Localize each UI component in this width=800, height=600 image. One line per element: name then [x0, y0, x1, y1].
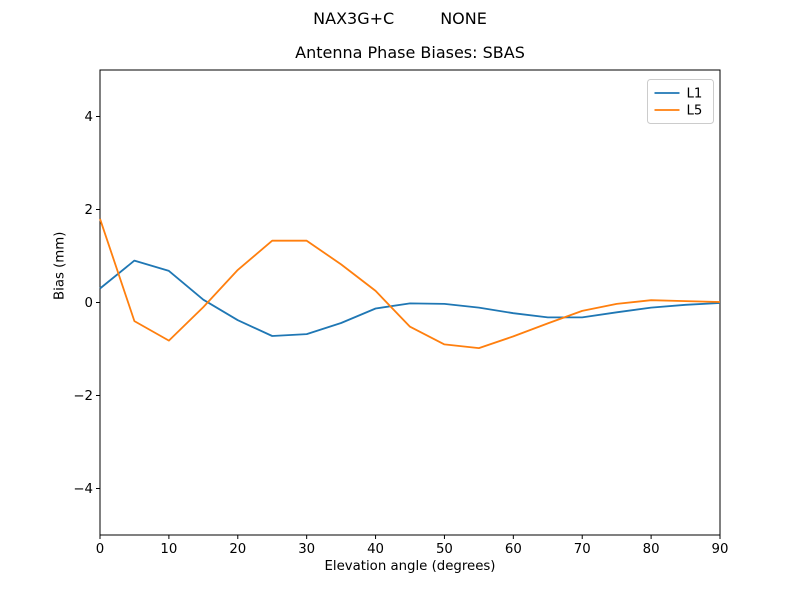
- x-tick-label: 0: [96, 542, 104, 557]
- x-tick-label: 70: [574, 542, 591, 557]
- x-tick-label: 80: [643, 542, 660, 557]
- suptitle-mode: NONE: [440, 9, 487, 28]
- x-tick-label: 40: [367, 542, 384, 557]
- x-tick-label: 20: [229, 542, 246, 557]
- chart-title: Antenna Phase Biases: SBAS: [295, 43, 525, 62]
- suptitle-model: NAX3G+C: [313, 9, 395, 28]
- x-tick-label: 50: [436, 542, 453, 557]
- series-line-l1: [99, 259, 721, 337]
- legend-label-l1: L1: [687, 87, 703, 102]
- y-tick-label: 0: [85, 296, 93, 311]
- series-line-l5: [99, 218, 721, 350]
- x-axis-label: Elevation angle (degrees): [324, 559, 496, 574]
- figure-suptitle: NAX3G+C NONE: [0, 9, 800, 28]
- y-tick-label: −4: [73, 482, 93, 497]
- x-tick-label: 30: [298, 542, 315, 557]
- y-tick-label: 2: [85, 203, 93, 218]
- legend-label-l5: L5: [687, 104, 703, 119]
- x-tick-label: 10: [160, 542, 177, 557]
- y-tick-label: 4: [85, 110, 93, 125]
- legend-box: [647, 79, 714, 124]
- y-tick-label: −2: [73, 389, 93, 404]
- x-tick-label: 90: [712, 542, 729, 557]
- x-tick-label: 60: [505, 542, 522, 557]
